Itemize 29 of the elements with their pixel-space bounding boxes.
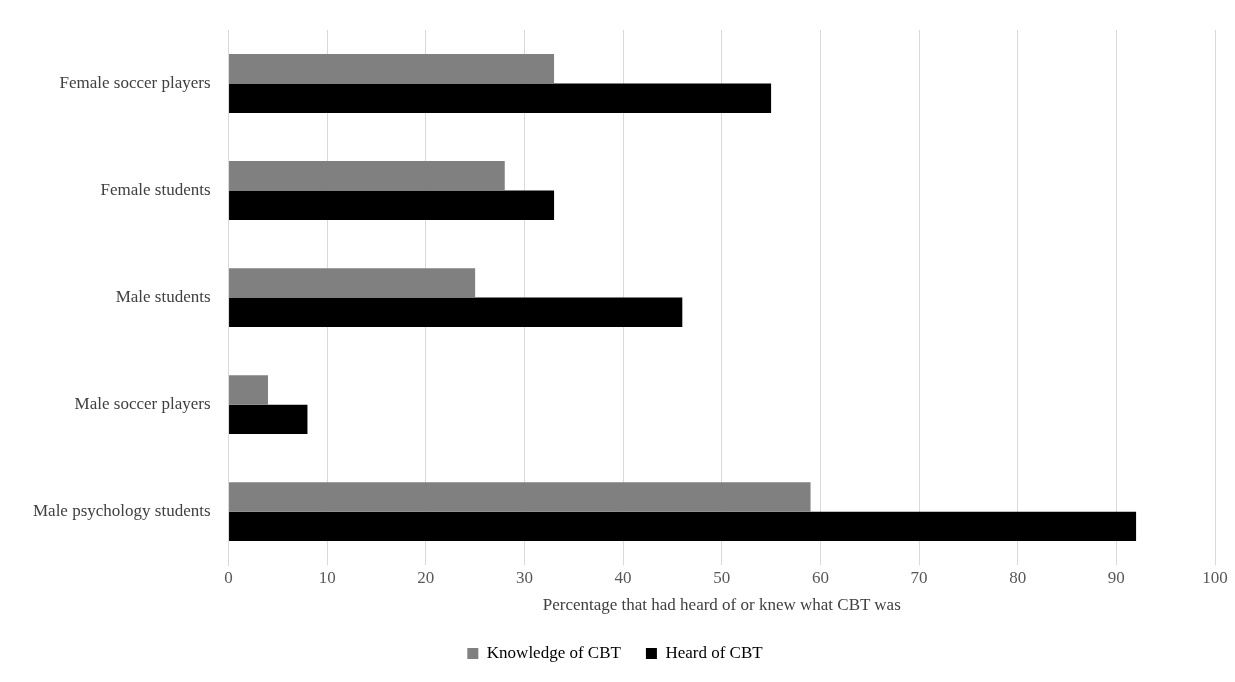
bar bbox=[229, 54, 555, 84]
bar bbox=[229, 83, 772, 113]
x-tick-label: 60 bbox=[811, 567, 829, 587]
x-tick-label: 70 bbox=[910, 567, 928, 587]
legend-label: Heard of CBT bbox=[665, 642, 764, 662]
x-tick-label: 0 bbox=[224, 567, 233, 587]
bar bbox=[229, 375, 268, 405]
bar bbox=[229, 190, 555, 220]
bar bbox=[229, 161, 505, 191]
x-tick-label: 50 bbox=[713, 567, 731, 587]
bar bbox=[229, 297, 683, 328]
legend-label: Knowledge of CBT bbox=[486, 642, 622, 662]
y-tick-label: Female students bbox=[100, 180, 211, 200]
x-tick-label: 40 bbox=[614, 567, 632, 587]
x-tick-label: 80 bbox=[1009, 567, 1027, 587]
y-tick-label: Male students bbox=[115, 287, 211, 307]
x-axis-title: Percentage that had heard of or knew what CBT was bbox=[542, 595, 901, 615]
x-tick-label: 10 bbox=[318, 567, 336, 587]
bar bbox=[229, 511, 1137, 542]
bar bbox=[229, 404, 308, 435]
y-tick-label: Male psychology students bbox=[32, 501, 211, 521]
bar bbox=[229, 268, 476, 298]
x-tick-label: 100 bbox=[1202, 567, 1228, 587]
y-tick-label: Female soccer players bbox=[59, 72, 211, 92]
x-tick-label: 90 bbox=[1107, 567, 1125, 587]
x-tick-label: 20 bbox=[417, 567, 435, 587]
y-tick-label: Male soccer players bbox=[74, 394, 211, 414]
bar bbox=[229, 482, 811, 512]
x-tick-label: 30 bbox=[515, 567, 533, 587]
